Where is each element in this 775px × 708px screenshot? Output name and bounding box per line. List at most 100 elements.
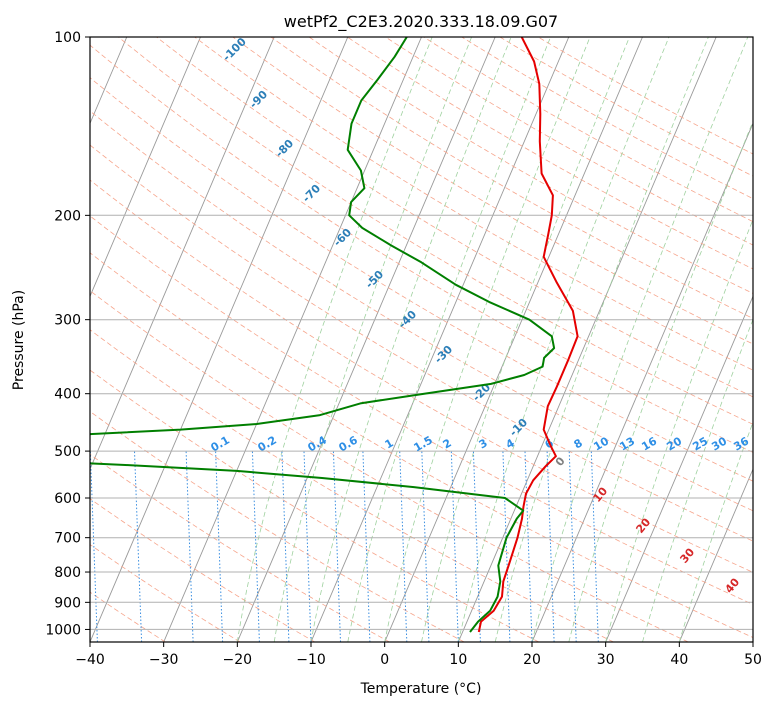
dry-adiabat-line: [90, 77, 753, 482]
x-tick-label: 50: [744, 652, 762, 668]
moist-adiabat-line: [347, 37, 551, 642]
dry-adiabat-line: [90, 290, 689, 642]
dry-adiabat-line: [537, 37, 753, 155]
dry-adiabat-line: [156, 37, 753, 398]
x-tick-label: 40: [670, 652, 688, 668]
moist-adiabat-line: [310, 37, 512, 642]
y-tick-label: 1000: [45, 622, 81, 638]
mixing-ratio-line: [502, 451, 511, 642]
y-axis-ticks: 100 200 300 400 500 600 700 800 900 1000: [45, 30, 90, 638]
isotherm-line: [310, 37, 570, 642]
y-tick-label: 500: [54, 444, 81, 460]
y-tick-label: 600: [54, 491, 81, 507]
dry-adiabat-line: [90, 498, 315, 642]
moist-adiabat-line: [568, 120, 753, 642]
mixing-ratio-line: [332, 451, 341, 642]
mixing-ratio-line: [303, 451, 312, 642]
moist-adiabat-line: [421, 37, 630, 642]
dry-adiabat-line: [423, 37, 753, 223]
dry-adiabat-line: [90, 544, 241, 642]
dry-adiabat-label: -100: [220, 35, 249, 64]
x-tick-label: 20: [523, 652, 541, 668]
y-tick-label: 700: [54, 531, 81, 547]
mixing-ratio-label: 2: [441, 436, 454, 451]
dry-adiabat-line: [90, 144, 753, 542]
dry-adiabat-label: -40: [396, 308, 419, 331]
y-axis-label: Pressure (hPa): [11, 290, 27, 390]
isotherm-line: [531, 122, 753, 642]
mixing-ratio-line: [215, 451, 224, 642]
isotherm-line: [752, 640, 753, 642]
isotherm-line: [678, 467, 753, 642]
dry-adiabat-line: [90, 44, 753, 453]
dry-adiabat-label: -30: [432, 343, 455, 366]
dry-adiabat-label: -60: [331, 226, 354, 249]
isotherm-line: [457, 37, 717, 642]
mixing-ratio-line: [185, 451, 194, 642]
dry-adiabat-line: [90, 215, 753, 605]
isotherm-line: [236, 37, 496, 642]
isotherm-line: [90, 37, 275, 471]
y-tick-label: 100: [54, 30, 81, 46]
moist-adiabat-line: [384, 37, 591, 642]
temperature-profile-line: [477, 37, 579, 633]
mixing-ratio-label: 10: [591, 434, 611, 453]
background-lines: [90, 37, 753, 642]
x-tick-label: −40: [75, 652, 105, 668]
x-tick-label: 10: [449, 652, 467, 668]
dry-adiabat-line: [270, 37, 753, 319]
dry-adiabat-label: -10: [507, 416, 530, 439]
y-tick-label: 400: [54, 387, 81, 403]
dry-adiabat-line: [90, 110, 753, 512]
mixing-ratio-line: [568, 451, 577, 642]
mixing-ratio-label: 20: [664, 434, 684, 453]
mixing-ratio-line: [524, 451, 533, 642]
x-axis-ticks: −40 −30 −20 −10 0 10 20 30 40 50: [75, 642, 762, 668]
dry-adiabat-line: [194, 37, 753, 371]
chart-title: wetPf2_C2E3.2020.333.18.09.G07: [284, 12, 558, 32]
dry-adiabat-label: -70: [300, 182, 323, 205]
x-tick-label: −10: [296, 652, 326, 668]
y-tick-label: 900: [54, 595, 81, 611]
mixing-ratio-label: 3: [477, 436, 490, 451]
dry-adiabat-line: [308, 37, 753, 294]
dry-adiabat-line: [90, 411, 465, 642]
dry-adiabat-line: [90, 179, 753, 573]
dry-adiabat-line: [90, 252, 753, 638]
dry-adiabat-label: -80: [273, 137, 296, 160]
mixing-ratio-label: 30: [709, 434, 729, 453]
mixing-ratio-line: [362, 451, 371, 642]
plot-frame: [89, 36, 754, 643]
dry-adiabat-line: [118, 37, 753, 425]
profile-series: [90, 37, 579, 633]
moist-adiabat-label: 40: [722, 575, 742, 595]
dry-adiabat-line: [90, 369, 539, 642]
mixing-ratio-line: [421, 451, 430, 642]
moist-adiabat-line: [457, 37, 670, 642]
mixing-ratio-label: 16: [639, 434, 659, 453]
isotherm-line: [163, 37, 422, 642]
mixing-ratio-label: 13: [617, 435, 637, 454]
x-tick-label: 0: [380, 652, 389, 668]
moist-adiabat-line: [678, 421, 753, 642]
mixing-ratio-line: [399, 451, 408, 642]
moist-adiabat-line: [605, 218, 753, 642]
isotherm-line: [90, 37, 349, 642]
moist-adiabat-line: [236, 37, 433, 642]
x-tick-label: −30: [149, 652, 179, 668]
dry-adiabat-line: [232, 37, 753, 345]
x-axis-label: Temperature (°C): [360, 681, 482, 697]
x-tick-label: −20: [223, 652, 253, 668]
dry-adiabat-line: [385, 37, 753, 246]
x-tick-label: 30: [597, 652, 615, 668]
moist-adiabat-label: 30: [677, 545, 697, 565]
dry-adiabat-label: -50: [363, 268, 386, 291]
moist-adiabat-label: 20: [633, 515, 653, 535]
mixing-ratio-line: [450, 451, 459, 642]
dry-adiabat-line: [90, 329, 614, 642]
dry-adiabat-line: [347, 37, 753, 270]
dry-adiabat-line: [461, 37, 753, 200]
moist-adiabat-line: [494, 37, 709, 642]
y-tick-label: 200: [54, 208, 81, 224]
